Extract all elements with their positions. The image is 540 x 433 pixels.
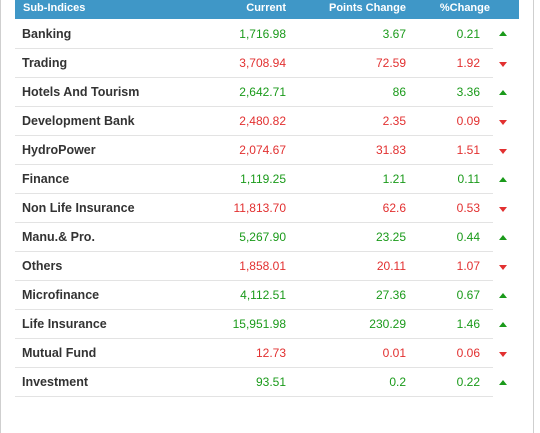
row-current-value: 4,112.51 — [240, 288, 286, 302]
row-points-change: 62.6 — [382, 201, 406, 215]
row-name: Trading — [22, 56, 68, 70]
row-name: HydroPower — [22, 143, 96, 157]
row-current-value: 93.51 — [255, 375, 286, 389]
table-row[interactable]: Others 1,858.01 20.11 1.07 — [15, 252, 507, 281]
header-points-change[interactable]: Points Change — [328, 2, 406, 14]
arrow-up-icon — [499, 380, 507, 385]
row-current-value: 11,813.70 — [233, 201, 287, 215]
row-current-value: 1,858.01 — [239, 259, 286, 273]
row-name: Non Life Insurance — [22, 201, 135, 215]
row-points-change: 230.29 — [369, 317, 406, 331]
table-row[interactable]: Microfinance 4,112.51 27.36 0.67 — [15, 281, 507, 310]
row-percent-change: 1.07 — [456, 259, 480, 273]
arrow-down-icon — [499, 207, 507, 212]
row-current-value: 2,480.82 — [239, 114, 286, 128]
row-percent-change: 0.11 — [457, 172, 480, 186]
row-name: Banking — [22, 27, 72, 41]
arrow-down-icon — [499, 352, 507, 357]
table-row[interactable]: Investment 93.51 0.2 0.22 — [15, 368, 507, 397]
table-row[interactable]: Development Bank 2,480.82 2.35 0.09 — [15, 107, 507, 136]
row-current-value: 1,119.25 — [240, 172, 286, 186]
row-name: Development Bank — [22, 114, 135, 128]
row-percent-change: 3.36 — [456, 85, 480, 99]
row-name: Investment — [22, 375, 88, 389]
row-points-change: 31.83 — [375, 143, 406, 157]
row-points-change: 72.59 — [375, 56, 406, 70]
table-row[interactable]: Trading 3,708.94 72.59 1.92 — [15, 49, 507, 78]
row-percent-change: 0.06 — [456, 346, 480, 360]
row-current-value: 12.73 — [255, 346, 286, 360]
row-name: Finance — [22, 172, 70, 186]
row-points-change: 20.11 — [376, 259, 406, 273]
arrow-up-icon — [499, 235, 507, 240]
row-current-value: 2,074.67 — [239, 143, 286, 157]
table-row[interactable]: Life Insurance 15,951.98 230.29 1.46 — [15, 310, 507, 339]
row-current-value: 1,716.98 — [239, 27, 286, 41]
arrow-up-icon — [499, 90, 507, 95]
table-row[interactable]: Manu.& Pro. 5,267.90 23.25 0.44 — [15, 223, 507, 252]
sub-indices-table: Sub-Indices Current Points Change %Chang… — [15, 0, 519, 397]
arrow-up-icon — [499, 31, 507, 36]
row-name: Life Insurance — [22, 317, 107, 331]
arrow-up-icon — [499, 322, 507, 327]
row-percent-change: 0.67 — [456, 288, 480, 302]
header-sub-indices[interactable]: Sub-Indices — [23, 2, 86, 14]
row-name: Manu.& Pro. — [22, 230, 95, 244]
row-percent-change: 0.21 — [456, 27, 480, 41]
table-row[interactable]: Mutual Fund 12.73 0.01 0.06 — [15, 339, 507, 368]
row-current-value: 2,642.71 — [239, 85, 286, 99]
row-points-change: 27.36 — [375, 288, 406, 302]
row-points-change: 0.2 — [389, 375, 406, 389]
row-percent-change: 1.46 — [456, 317, 480, 331]
row-points-change: 2.35 — [382, 114, 406, 128]
row-points-change: 0.01 — [382, 346, 406, 360]
row-name: Hotels And Tourism — [22, 85, 140, 99]
table-row[interactable]: Finance 1,119.25 1.21 0.11 — [15, 165, 507, 194]
header-current[interactable]: Current — [246, 2, 286, 14]
arrow-down-icon — [499, 62, 507, 67]
arrow-up-icon — [499, 293, 507, 298]
row-current-value: 15,951.98 — [232, 317, 286, 331]
arrow-up-icon — [499, 177, 507, 182]
row-points-change: 1.21 — [382, 172, 406, 186]
row-percent-change: 0.53 — [456, 201, 480, 215]
row-percent-change: 0.22 — [456, 375, 480, 389]
table-header: Sub-Indices Current Points Change %Chang… — [15, 0, 519, 19]
arrow-down-icon — [499, 149, 507, 154]
header-percent-change[interactable]: %Change — [439, 2, 490, 14]
table-row[interactable]: Hotels And Tourism 2,642.71 86 3.36 — [15, 78, 507, 107]
table-row[interactable]: Banking 1,716.98 3.67 0.21 — [15, 19, 507, 49]
row-points-change: 23.25 — [375, 230, 406, 244]
arrow-down-icon — [499, 120, 507, 125]
table-row[interactable]: Non Life Insurance 11,813.70 62.6 0.53 — [15, 194, 507, 223]
row-points-change: 86 — [392, 85, 406, 99]
row-current-value: 5,267.90 — [239, 230, 286, 244]
row-percent-change: 0.44 — [456, 230, 480, 244]
table-body: Banking 1,716.98 3.67 0.21 Trading 3,708.94 72… — [15, 19, 519, 397]
arrow-down-icon — [499, 265, 507, 270]
table-row[interactable]: HydroPower 2,074.67 31.83 1.51 — [15, 136, 507, 165]
row-percent-change: 0.09 — [456, 114, 480, 128]
row-points-change: 3.67 — [382, 27, 406, 41]
row-name: Others — [22, 259, 63, 273]
row-name: Microfinance — [22, 288, 100, 302]
row-name: Mutual Fund — [22, 346, 97, 360]
row-percent-change: 1.92 — [456, 56, 480, 70]
row-percent-change: 1.51 — [456, 143, 480, 157]
row-current-value: 3,708.94 — [239, 56, 286, 70]
